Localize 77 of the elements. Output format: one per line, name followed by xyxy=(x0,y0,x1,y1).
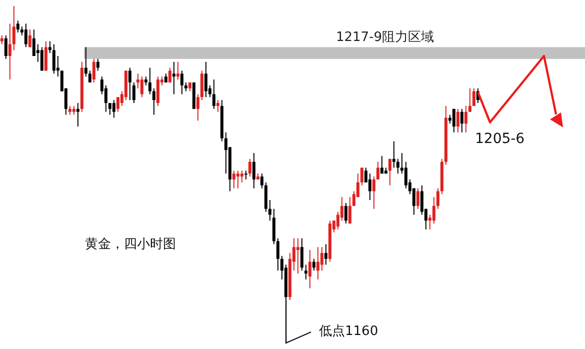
candlestick xyxy=(308,250,312,289)
candlestick xyxy=(312,258,316,272)
candlestick xyxy=(132,82,136,104)
candlestick xyxy=(416,188,420,210)
candlestick xyxy=(212,79,216,110)
candlestick xyxy=(176,61,180,80)
candlestick xyxy=(140,76,144,98)
candlestick xyxy=(276,238,280,272)
candlestick xyxy=(376,161,380,180)
candlestick xyxy=(200,70,204,101)
candlestick xyxy=(392,140,396,168)
annotation: 1205-6 xyxy=(475,131,525,148)
candlestick xyxy=(172,61,176,95)
candlestick xyxy=(272,208,276,245)
candlestick xyxy=(240,170,244,183)
candlestick xyxy=(180,70,184,95)
candlestick xyxy=(404,161,408,189)
candlestick xyxy=(264,182,268,212)
candlestick xyxy=(32,29,36,56)
candlestick xyxy=(156,76,160,106)
candlestick xyxy=(232,170,236,189)
candlestick xyxy=(304,264,308,280)
candlestick xyxy=(268,200,272,222)
candlestick xyxy=(24,23,28,48)
candlestick xyxy=(436,188,440,210)
candlestick xyxy=(128,67,132,101)
candlestick xyxy=(12,6,16,51)
candlestick xyxy=(360,167,364,186)
candlestick xyxy=(76,102,80,128)
candlestick xyxy=(196,94,200,122)
candlestick xyxy=(92,58,96,83)
candlestick xyxy=(216,100,220,112)
candlestick xyxy=(396,158,400,174)
candlestick xyxy=(48,40,52,54)
candlestick xyxy=(44,40,48,72)
candlestick xyxy=(116,96,120,112)
candlestick xyxy=(52,44,56,74)
candlestick xyxy=(460,108,464,133)
candlestick xyxy=(96,58,100,72)
candlestick xyxy=(348,196,352,224)
text: 黄金，四小时图 xyxy=(85,237,176,252)
candlestick xyxy=(432,196,436,224)
candlestick xyxy=(452,108,456,133)
candlestick xyxy=(300,238,304,272)
candlestick xyxy=(372,176,376,210)
candlestick xyxy=(168,67,172,83)
candlestick xyxy=(344,202,348,224)
candlestick xyxy=(388,158,392,186)
candlestick xyxy=(152,88,156,116)
candlestick xyxy=(16,20,20,33)
candlestick xyxy=(244,170,248,180)
candlestick xyxy=(252,152,256,189)
text: 低点1160 xyxy=(319,324,378,339)
candlestick xyxy=(248,158,252,178)
band-label: 1217-9阻力区域 xyxy=(336,30,434,46)
candlestick xyxy=(380,155,384,174)
candlestick xyxy=(368,173,372,201)
candlestick xyxy=(84,46,88,78)
candlestick xyxy=(316,246,320,280)
candlestick xyxy=(148,67,152,95)
candlestick xyxy=(8,23,12,80)
candlestick xyxy=(468,88,472,112)
candlestick xyxy=(464,105,468,133)
candlestick xyxy=(112,100,116,118)
candlestick xyxy=(296,238,300,274)
candlestick xyxy=(28,29,32,48)
candlestick xyxy=(88,70,92,83)
candlestick xyxy=(320,246,324,272)
candlestick xyxy=(4,34,8,60)
candlestick xyxy=(236,170,240,189)
candlestick xyxy=(108,102,112,116)
candlestick xyxy=(260,173,264,189)
candlestick xyxy=(472,88,476,106)
candlestick xyxy=(204,61,208,98)
candlestick xyxy=(456,108,460,133)
candlestick xyxy=(40,46,44,72)
candlestick xyxy=(324,244,328,266)
